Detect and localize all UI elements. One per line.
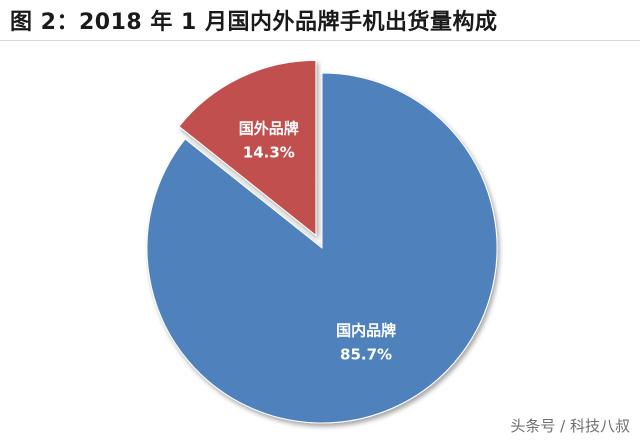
slice-label: 国外品牌: [239, 120, 299, 138]
slice-label: 国内品牌: [336, 321, 396, 339]
title-divider: [0, 40, 640, 41]
slice-value-label: 14.3%: [243, 144, 295, 162]
slice-value-label: 85.7%: [340, 345, 392, 363]
pie-slice-1: [146, 72, 498, 424]
watermark: 头条号 / 科技八叔: [510, 417, 630, 435]
pie-slice-2: [178, 59, 317, 237]
chart-title: 图 2：2018 年 1 月国内外品牌手机出货量构成: [10, 10, 498, 35]
